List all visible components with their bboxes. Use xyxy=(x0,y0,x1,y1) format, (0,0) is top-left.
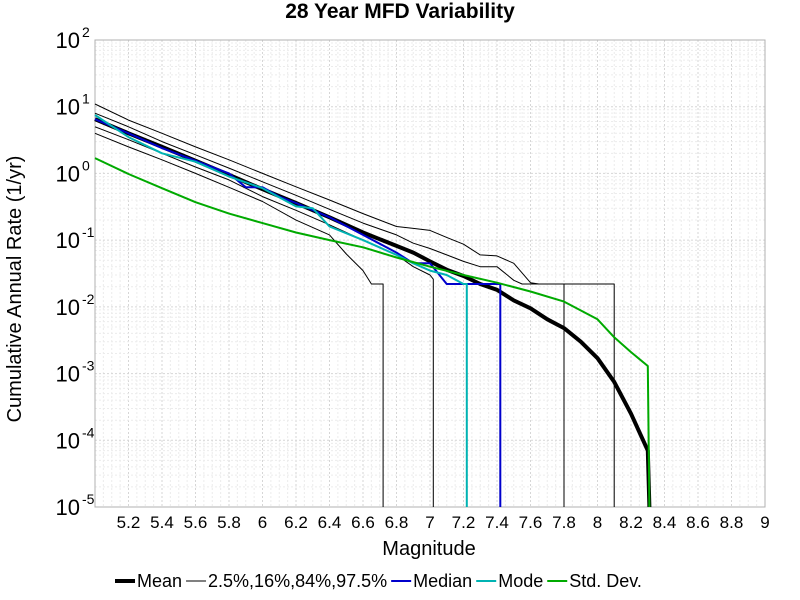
series-line-1 xyxy=(94,103,615,507)
x-tick-label: 6 xyxy=(258,513,267,532)
x-tick-label: 8.2 xyxy=(619,513,643,532)
legend-item: Mean xyxy=(115,571,182,591)
x-tick-label: 6.8 xyxy=(385,513,409,532)
y-tick-exponent: -4 xyxy=(82,424,95,440)
x-tick-label: 8.4 xyxy=(653,513,677,532)
y-tick-label: 10 -5 xyxy=(56,491,95,520)
legend-item: Median xyxy=(391,571,472,591)
series-line-5 xyxy=(94,118,502,507)
y-tick-exponent: -2 xyxy=(82,291,95,307)
y-tick-label: 10 0 xyxy=(56,157,90,186)
legend-label: Mode xyxy=(498,571,543,591)
x-tick-label: 7 xyxy=(425,513,434,532)
y-tick-label: 10 1 xyxy=(56,91,90,120)
y-tick-base: 10 xyxy=(56,428,80,453)
y-tick-exponent: -3 xyxy=(82,358,95,374)
x-tick-label: 7.4 xyxy=(485,513,509,532)
legend-label: Mean xyxy=(137,571,182,591)
x-tick-label: 5.8 xyxy=(217,513,241,532)
legend-label: Median xyxy=(413,571,472,591)
grid xyxy=(94,40,766,508)
x-tick-label: 8.6 xyxy=(686,513,710,532)
y-tick-base: 10 xyxy=(56,95,80,120)
y-tick-base: 10 xyxy=(56,28,80,53)
x-axis-label: Magnitude xyxy=(382,538,475,560)
series-layer xyxy=(94,103,652,508)
x-tick-label: 9 xyxy=(760,513,769,532)
y-tick-base: 10 xyxy=(56,495,80,520)
x-tick-label: 6.2 xyxy=(284,513,308,532)
y-tick-exponent: 2 xyxy=(82,24,90,40)
x-tick-label: 8 xyxy=(593,513,602,532)
series-line-6 xyxy=(94,114,468,507)
x-tick-label: 5.6 xyxy=(184,513,208,532)
y-tick-exponent: -1 xyxy=(82,224,95,240)
x-tick-label: 5.4 xyxy=(150,513,174,532)
y-tick-base: 10 xyxy=(56,228,80,253)
y-tick-exponent: 0 xyxy=(82,157,90,173)
legend-label: Std. Dev. xyxy=(569,571,642,591)
legend-item: 2.5%,16%,84%,97.5% xyxy=(186,571,387,591)
y-tick-exponent: -5 xyxy=(82,491,95,507)
legend-item: Std. Dev. xyxy=(547,571,642,591)
legend-label: 2.5%,16%,84%,97.5% xyxy=(208,571,387,591)
x-tick-label: 8.8 xyxy=(720,513,744,532)
y-tick-exponent: 1 xyxy=(82,91,90,107)
y-tick-label: 10 -3 xyxy=(56,358,95,387)
legend: Mean 2.5%,16%,84%,97.5% Median Mode Std. Dev… xyxy=(115,571,642,591)
y-tick-label: 10 -4 xyxy=(56,424,95,453)
x-tick-label: 6.4 xyxy=(318,513,342,532)
series-line-7 xyxy=(94,157,651,508)
x-tick-label: 5.2 xyxy=(117,513,141,532)
y-tick-base: 10 xyxy=(56,295,80,320)
y-tick-base: 10 xyxy=(56,362,80,387)
y-tick-label: 10 -1 xyxy=(56,224,95,253)
y-tick-label: 10 2 xyxy=(56,24,90,53)
y-tick-base: 10 xyxy=(56,161,80,186)
series-line-4 xyxy=(94,132,384,507)
series-line-2 xyxy=(94,112,565,507)
x-tick-label: 6.6 xyxy=(351,513,375,532)
plot-frame xyxy=(94,39,766,508)
x-tick-label: 7.2 xyxy=(452,513,476,532)
y-tick-label: 10 -2 xyxy=(56,291,95,320)
y-axis-label: Cumulative Annual Rate (1/yr) xyxy=(4,156,26,423)
x-tick-labels: 5.2 5.4 5.6 5.8 6 6.2 6.4 6.6 6.8 7 7.2 7.4 7.6 7.8 8 8… xyxy=(117,513,770,532)
legend-item: Mode xyxy=(476,571,543,591)
x-tick-label: 7.6 xyxy=(519,513,543,532)
chart-title: 28 Year MFD Variability xyxy=(285,0,515,23)
x-tick-label: 7.8 xyxy=(552,513,576,532)
